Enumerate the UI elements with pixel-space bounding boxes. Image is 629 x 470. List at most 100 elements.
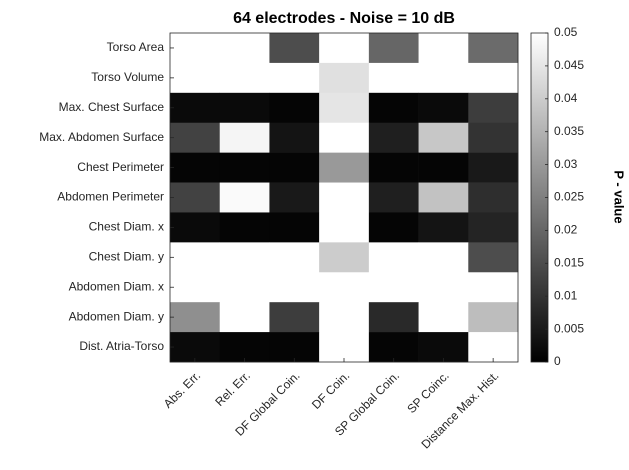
y-tick-label: Chest Perimeter bbox=[77, 160, 164, 174]
colorbar-tick-label: 0.03 bbox=[554, 157, 578, 171]
colorbar-tick-label: 0.025 bbox=[554, 190, 584, 204]
cell bbox=[418, 272, 469, 303]
cell bbox=[170, 302, 221, 333]
cell bbox=[368, 33, 419, 64]
cell bbox=[170, 62, 221, 94]
cell bbox=[319, 272, 370, 303]
colorbar-tick-label: 0.035 bbox=[554, 124, 584, 138]
y-tick-label: Torso Volume bbox=[91, 70, 164, 84]
cell bbox=[418, 122, 469, 153]
cell bbox=[170, 212, 221, 243]
cell bbox=[269, 302, 320, 333]
y-tick-label: Dist. Atria-Torso bbox=[79, 339, 164, 353]
cell bbox=[319, 62, 370, 94]
cell bbox=[468, 62, 519, 94]
colorbar-tick-label: 0.02 bbox=[554, 223, 578, 237]
cell bbox=[418, 62, 469, 94]
cell bbox=[269, 332, 320, 363]
cell bbox=[368, 92, 419, 124]
x-tick-label: SP Coinc. bbox=[404, 368, 451, 415]
x-tick-label: Abs. Err. bbox=[161, 368, 203, 410]
colorbar-tick-label: 0.05 bbox=[554, 25, 578, 39]
cell bbox=[368, 272, 419, 303]
cell bbox=[170, 182, 221, 213]
cell bbox=[219, 62, 270, 94]
cell bbox=[219, 122, 270, 153]
cell bbox=[468, 242, 519, 273]
cell bbox=[368, 242, 419, 273]
cell bbox=[418, 242, 469, 273]
colorbar-tick-label: 0.015 bbox=[554, 255, 584, 269]
cell bbox=[269, 92, 320, 124]
cell bbox=[319, 122, 370, 153]
cell bbox=[170, 122, 221, 153]
y-tick-label: Abdomen Perimeter bbox=[57, 190, 164, 204]
cell bbox=[368, 182, 419, 213]
cell bbox=[170, 92, 221, 124]
y-tick-label: Torso Area bbox=[107, 40, 165, 54]
y-tick-label: Abdomen Diam. y bbox=[69, 309, 164, 323]
cell bbox=[219, 182, 270, 213]
colorbar-label: P - value bbox=[612, 170, 627, 223]
cell bbox=[418, 182, 469, 213]
cell bbox=[368, 152, 419, 183]
cell bbox=[319, 92, 370, 124]
y-tick-label: Max. Abdomen Surface bbox=[39, 130, 164, 144]
cell bbox=[468, 122, 519, 153]
y-tick-label: Abdomen Diam. x bbox=[69, 279, 164, 293]
colorbar-tick-label: 0.04 bbox=[554, 91, 578, 105]
cell bbox=[468, 212, 519, 243]
cell bbox=[219, 302, 270, 333]
cell bbox=[468, 33, 519, 64]
cell bbox=[468, 92, 519, 124]
cell bbox=[319, 302, 370, 333]
cell bbox=[269, 182, 320, 213]
cell bbox=[170, 332, 221, 363]
colorbar-tick-label: 0.01 bbox=[554, 288, 578, 302]
cell bbox=[418, 152, 469, 183]
x-tick-label: DF Coin. bbox=[309, 368, 352, 411]
cell bbox=[368, 122, 419, 153]
y-tick-label: Max. Chest Surface bbox=[59, 100, 165, 114]
cell bbox=[219, 212, 270, 243]
cell bbox=[468, 302, 519, 333]
cell bbox=[418, 332, 469, 363]
cell bbox=[269, 152, 320, 183]
cell bbox=[368, 302, 419, 333]
cell bbox=[269, 62, 320, 94]
cell bbox=[269, 122, 320, 153]
cell bbox=[468, 152, 519, 183]
cell bbox=[418, 92, 469, 124]
y-tick-label: Chest Diam. x bbox=[89, 220, 164, 234]
cell bbox=[319, 242, 370, 273]
cell bbox=[368, 332, 419, 363]
colorbar-tick-label: 0 bbox=[554, 354, 561, 368]
cell bbox=[319, 212, 370, 243]
cell bbox=[219, 242, 270, 273]
cell bbox=[170, 152, 221, 183]
cell bbox=[269, 33, 320, 64]
y-tick-label: Chest Diam. y bbox=[89, 249, 164, 263]
cell bbox=[269, 242, 320, 273]
cell bbox=[219, 332, 270, 363]
cell bbox=[219, 33, 270, 64]
colorbar-tick-label: 0.045 bbox=[554, 58, 584, 72]
cell bbox=[219, 92, 270, 124]
cell bbox=[418, 302, 469, 333]
cell bbox=[368, 212, 419, 243]
cell bbox=[319, 33, 370, 64]
cell bbox=[468, 182, 519, 213]
cell bbox=[269, 272, 320, 303]
cell bbox=[319, 182, 370, 213]
cell bbox=[368, 62, 419, 94]
cell bbox=[319, 332, 370, 363]
cell bbox=[170, 272, 221, 303]
cell bbox=[219, 272, 270, 303]
chart-title: 64 electrodes - Noise = 10 dB bbox=[233, 10, 455, 27]
cell bbox=[468, 332, 519, 363]
cell bbox=[418, 33, 469, 64]
cell bbox=[319, 152, 370, 183]
cell bbox=[170, 242, 221, 273]
x-tick-label: Rel. Err. bbox=[212, 368, 253, 409]
